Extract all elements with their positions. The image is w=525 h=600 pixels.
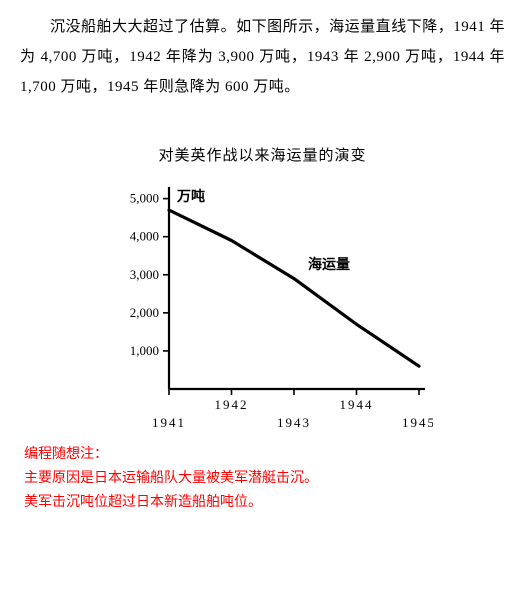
svg-text:万吨: 万吨 xyxy=(176,188,205,205)
svg-text:1943: 1943 xyxy=(277,415,311,430)
shipping-line-chart: 1,000 2,000 3,000 4,000 5,000 1942 1944 1941 194… xyxy=(93,173,433,443)
svg-text:1942: 1942 xyxy=(214,397,248,412)
svg-text:2,000: 2,000 xyxy=(129,305,158,320)
svg-text:1941: 1941 xyxy=(152,415,186,430)
svg-text:海运量: 海运量 xyxy=(308,256,350,273)
svg-text:3,000: 3,000 xyxy=(129,267,158,282)
svg-text:1944: 1944 xyxy=(339,397,373,412)
intro-paragraph: 沉没船舶大大超过了估算。如下图所示，海运量直线下降，1941 年为 4,700 … xyxy=(0,0,525,102)
chart-container: 1,000 2,000 3,000 4,000 5,000 1942 1944 1941 194… xyxy=(0,173,525,443)
svg-text:1,000: 1,000 xyxy=(129,343,158,358)
svg-text:4,000: 4,000 xyxy=(129,229,158,244)
chart-title: 对美英作战以来海运量的演变 xyxy=(0,144,525,165)
note-line-3: 美军击沉吨位超过日本新造船舶吨位。 xyxy=(24,491,505,515)
editor-notes: 编程随想注： 主要原因是日本运输船队大量被美军潜艇击沉。 美军击沉吨位超过日本新… xyxy=(0,443,525,524)
svg-text:1945: 1945 xyxy=(402,415,433,430)
svg-text:5,000: 5,000 xyxy=(129,191,158,206)
note-line-2: 主要原因是日本运输船队大量被美军潜艇击沉。 xyxy=(24,467,505,491)
note-line-1: 编程随想注： xyxy=(24,443,505,467)
